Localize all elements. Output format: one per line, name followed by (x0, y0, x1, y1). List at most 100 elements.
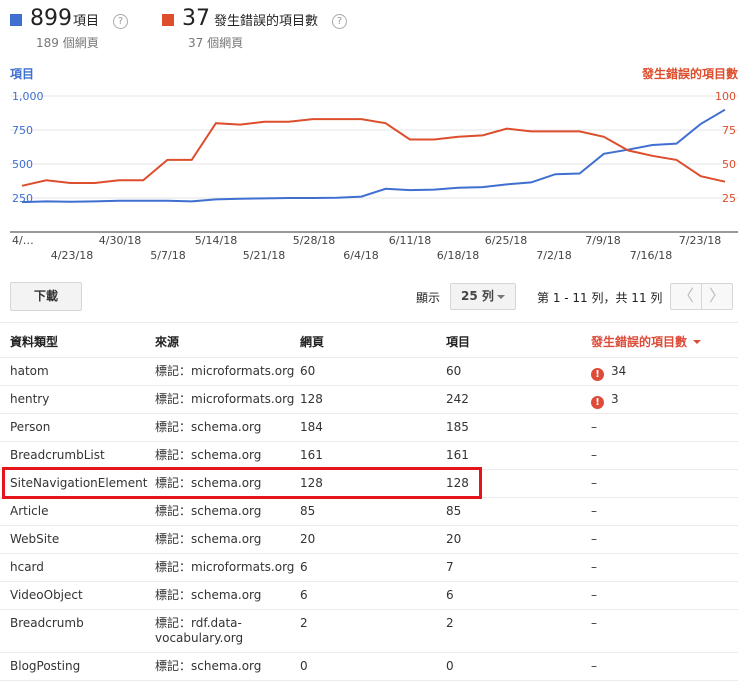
header-data-type[interactable]: 資料類型 (10, 335, 59, 349)
chevron-right-icon: 〉 (708, 286, 725, 305)
cell-data-type[interactable]: WebSite (10, 532, 60, 546)
table-row[interactable]: hatom 標記：microformats.org 60 60! 34 (0, 358, 738, 386)
table-row[interactable]: BreadcrumbList 標記：schema.org 161 161 – (0, 442, 738, 470)
right-tick-label: 25 (722, 192, 736, 205)
errors-line (21, 118, 726, 187)
table-toolbar: 下載 顯示 25 列 第 1 - 11 列，共 11 列 〈 〉 (0, 282, 748, 312)
x-tick-label: 7/23/18 (679, 234, 721, 247)
chevron-left-icon: 〈 (677, 286, 694, 305)
cell-errors-value: – (591, 504, 597, 518)
cell-errors-value: – (591, 448, 597, 462)
table-header: 資料類型 來源 網頁 項目 發生錯誤的項目數 (0, 322, 738, 358)
items-label: 項目 (73, 14, 100, 29)
error-icon: ! (591, 368, 604, 381)
table-row[interactable]: WebSite 標記：schema.org 20 20 – (0, 526, 738, 554)
cell-errors-value: – (591, 560, 597, 574)
cell-data-type[interactable]: BreadcrumbList (10, 448, 105, 462)
show-rows-label: 顯示 (416, 291, 441, 305)
cell-items: 185 (446, 420, 469, 434)
cell-errors: – (591, 476, 597, 491)
x-tick-label: 6/25/18 (485, 234, 527, 247)
left-axis-title: 項目 (10, 67, 34, 81)
cell-data-type[interactable]: Person (10, 420, 51, 434)
items-pages: 189 個網頁 (36, 36, 99, 50)
table-row[interactable]: hentry 標記：microformats.org 128 242! 3 (0, 386, 738, 414)
header-errors-label: 發生錯誤的項目數 (591, 335, 688, 349)
cell-data-type[interactable]: BlogPosting (10, 659, 81, 673)
cell-source: 標記：schema.org (155, 504, 262, 518)
errors-label: 發生錯誤的項目數 (214, 14, 319, 29)
cell-errors: – (591, 420, 597, 435)
help-icon[interactable]: ? (332, 14, 347, 29)
prev-page-button[interactable]: 〈 (670, 283, 702, 310)
cell-pages: 0 (300, 659, 308, 673)
cell-pages: 184 (300, 420, 323, 434)
cell-pages: 2 (300, 616, 308, 630)
cell-source: 標記：schema.org (155, 659, 262, 673)
table-row[interactable]: Article 標記：schema.org 85 85 – (0, 498, 738, 526)
help-icon[interactable]: ? (113, 14, 128, 29)
cell-data-type[interactable]: Article (10, 504, 49, 518)
cell-errors: ! 3 (591, 392, 619, 409)
cell-data-type[interactable]: hentry (10, 392, 50, 406)
x-tick-label: 7/16/18 (630, 249, 672, 262)
rows-per-page-value: 25 列 (461, 289, 494, 303)
cell-errors-value: – (591, 476, 597, 490)
chevron-down-icon (497, 295, 505, 299)
table-row[interactable]: hcard 標記：microformats.org 6 7 – (0, 554, 738, 582)
right-tick-label: 100 (715, 90, 736, 103)
header-items[interactable]: 項目 (446, 335, 471, 349)
table-row[interactable]: BlogPosting 標記：schema.org 0 0 – (0, 653, 738, 681)
header-errors[interactable]: 發生錯誤的項目數 (591, 333, 702, 350)
cell-errors-value: – (591, 532, 597, 546)
cell-pages: 128 (300, 476, 323, 490)
header-source[interactable]: 來源 (155, 335, 180, 349)
cell-errors-value: – (591, 588, 597, 602)
x-tick-label: 5/21/18 (243, 249, 285, 262)
cell-errors-value: – (591, 659, 597, 673)
cell-source: 標記：microformats.org (155, 560, 295, 574)
cell-data-type[interactable]: Breadcrumb (10, 616, 84, 630)
cell-source: 標記：microformats.org (155, 364, 295, 378)
cell-source: 標記：microformats.org (155, 392, 295, 406)
cell-data-type[interactable]: hcard (10, 560, 44, 574)
errors-count: 37 (182, 6, 210, 31)
table-row[interactable]: Person 標記：schema.org 184 185 – (0, 414, 738, 442)
cell-errors: ! 34 (591, 364, 626, 381)
x-tick-label: 5/28/18 (293, 234, 335, 247)
header-pages[interactable]: 網頁 (300, 335, 325, 349)
pagination-info: 第 1 - 11 列，共 11 列 (537, 291, 663, 305)
next-page-button[interactable]: 〉 (701, 283, 733, 310)
cell-data-type[interactable]: hatom (10, 364, 49, 378)
left-tick-label: 500 (12, 158, 33, 171)
cell-pages: 6 (300, 560, 308, 574)
table-row[interactable]: VideoObject 標記：schema.org 6 6 – (0, 582, 738, 610)
cell-errors-value: 34 (611, 364, 627, 378)
x-tick-label: 7/9/18 (585, 234, 620, 247)
cell-items: 0 (446, 659, 454, 673)
cell-errors: – (591, 659, 597, 674)
cell-items: 128 (446, 476, 469, 490)
errors-legend-swatch (162, 14, 174, 26)
cell-pages: 128 (300, 392, 323, 406)
rows-per-page-select[interactable]: 25 列 (450, 283, 516, 310)
error-icon: ! (591, 396, 604, 409)
cell-errors-value: 3 (611, 392, 619, 406)
x-tick-label: 4/… (12, 234, 34, 247)
right-axis-title: 發生錯誤的項目數 (641, 66, 738, 81)
cell-errors-value: – (591, 420, 597, 434)
table-row[interactable]: Breadcrumb 標記：rdf.data-vocabulary.org 2 2 – (0, 610, 738, 653)
x-tick-label: 6/11/18 (389, 234, 431, 247)
cell-items: 161 (446, 448, 469, 462)
download-button[interactable]: 下載 (10, 282, 82, 311)
cell-errors: – (591, 560, 597, 575)
cell-data-type[interactable]: VideoObject (10, 588, 83, 602)
summary-stats: 899 項目 ? 189 個網頁 37 發生錯誤的項目數 ? 37 個網頁 (10, 6, 738, 50)
cell-pages: 161 (300, 448, 323, 462)
cell-items: 6 (446, 588, 454, 602)
cell-pages: 85 (300, 504, 316, 518)
left-tick-label: 750 (12, 124, 33, 137)
cell-errors-value: – (591, 616, 597, 630)
cell-data-type[interactable]: SiteNavigationElement (10, 476, 148, 490)
